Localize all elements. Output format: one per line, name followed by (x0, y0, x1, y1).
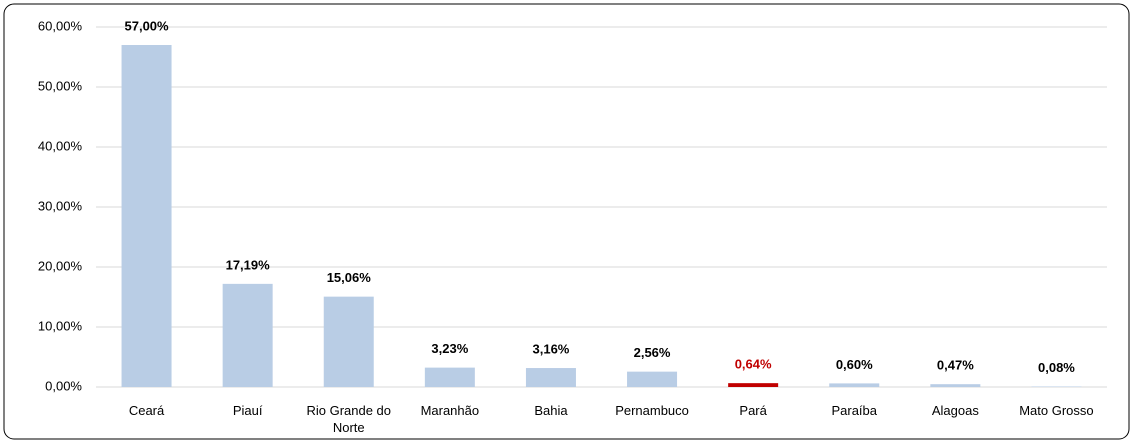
value-label: 3,16% (533, 341, 570, 356)
x-tick-label: Alagoas (931, 403, 979, 418)
value-label: 15,06% (327, 270, 372, 285)
x-tick-label: Piauí (232, 403, 263, 418)
bar (829, 383, 880, 387)
x-tick-label: Rio Grande do Norte (306, 403, 392, 435)
y-tick-label: 30,00% (38, 198, 83, 213)
value-label: 0,47% (937, 358, 974, 373)
x-tick-label: Pará (739, 403, 767, 418)
x-tick-label: Mato Grosso (1019, 403, 1094, 418)
y-tick-label: 60,00% (38, 18, 83, 33)
bar (728, 383, 779, 387)
x-tick-label: Maranhão (420, 403, 480, 418)
chart-frame (3, 3, 1130, 440)
y-tick-label: 50,00% (38, 78, 83, 93)
value-label: 0,60% (836, 357, 873, 372)
y-tick-label: 20,00% (38, 258, 83, 273)
bar (930, 384, 981, 387)
value-label: 0,08% (1038, 360, 1075, 375)
bar (121, 45, 172, 387)
x-tick-label: Bahia (534, 403, 568, 418)
value-label: 3,23% (431, 341, 468, 356)
value-label: 17,19% (226, 257, 271, 272)
x-tick-label: Pernambuco (615, 403, 689, 418)
bar (222, 283, 273, 387)
y-tick-label: 40,00% (38, 138, 83, 153)
bar (627, 371, 678, 387)
bar (424, 367, 475, 387)
x-tick-label: Ceará (128, 403, 165, 418)
value-label: 0,64% (735, 357, 772, 372)
y-tick-label: 10,00% (38, 318, 83, 333)
bar (323, 296, 374, 387)
y-tick-label: 0,00% (45, 378, 82, 393)
value-label: 57,00% (125, 18, 170, 33)
value-label: 2,56% (634, 345, 671, 360)
bar (525, 368, 576, 387)
x-tick-label: Paraíba (831, 403, 878, 418)
